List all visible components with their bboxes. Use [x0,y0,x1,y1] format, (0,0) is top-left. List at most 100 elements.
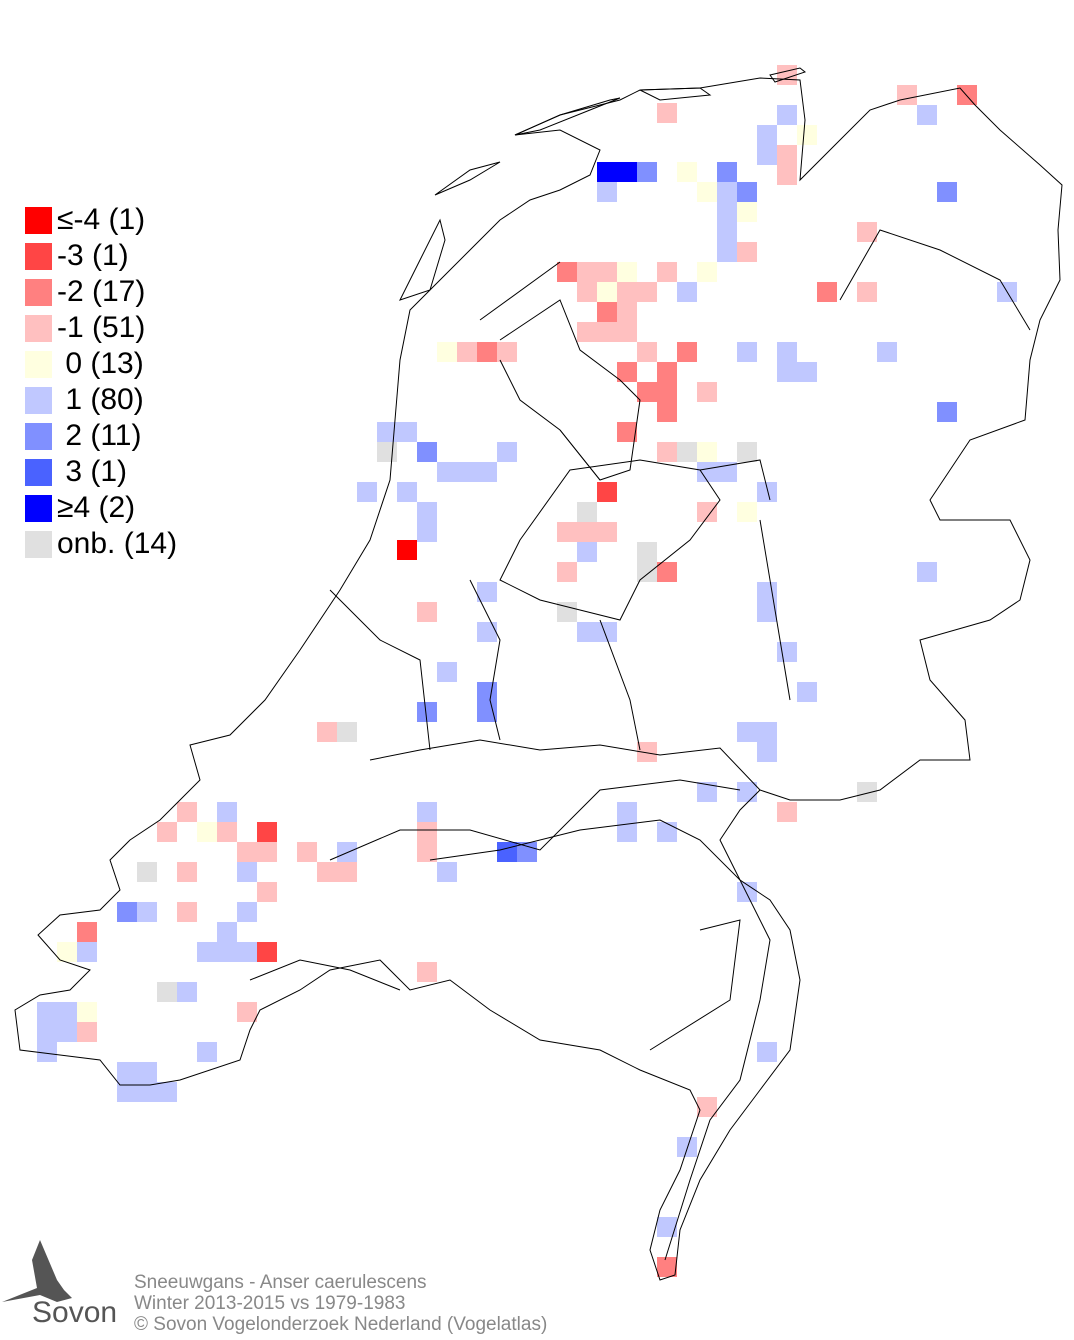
grid-cell [357,482,377,502]
grid-cell [237,862,257,882]
grid-cell [697,1097,717,1117]
grid-cell [437,342,457,362]
grid-cell [717,202,737,222]
grid-cell [257,822,277,842]
grid-cell [777,165,797,185]
river-maas [429,819,771,1261]
grid-cell [797,362,817,382]
grid-cell [177,902,197,922]
grid-cell [657,402,677,422]
grid-cell [617,362,637,382]
legend-label: 2 (11) [57,419,142,452]
grid-cell [817,282,837,302]
species-title: Sneeuwgans - Anser caerulescens [134,1272,427,1293]
grid-cell [37,1022,57,1042]
grid-cell [697,442,717,462]
grid-cell [757,602,777,622]
legend-item: 2 (11) [25,418,177,454]
grid-cell [637,342,657,362]
grid-cell [417,842,437,862]
grid-cell [437,862,457,882]
grid-cell [57,1002,77,1022]
grid-cell [697,262,717,282]
grid-cell [417,442,437,462]
grid-cell [637,162,657,182]
grid-cell [717,162,737,182]
grid-cell [197,822,217,842]
grid-cell [417,702,437,722]
grid-cell [577,322,597,342]
grid-cell [897,85,917,105]
grid-cell [757,742,777,762]
island-terschelling [514,97,621,136]
grid-cell [857,222,877,242]
grid-cell [717,242,737,262]
grid-cell [657,562,677,582]
legend-swatch [25,350,52,378]
grid-cell [937,182,957,202]
grid-cell [217,802,237,822]
grid-cell [397,422,417,442]
island-schiermonnikoog [769,67,807,83]
legend-swatch [25,530,52,558]
grid-cell [77,1022,97,1042]
legend-label: 0 (13) [57,347,144,380]
ijsselmeer-shore [499,299,641,481]
legend-item: -3 (1) [25,238,177,274]
grid-cell [377,422,397,442]
grid-cell [777,145,797,165]
grid-cell [597,262,617,282]
grid-cell [577,262,597,282]
grid-cell [257,942,277,962]
grid-cell [337,862,357,882]
island-ameland [639,87,712,101]
grid-cell [597,162,617,182]
grid-cell [417,822,437,842]
grid-cell [677,282,697,302]
grid-cell [397,540,417,560]
grid-cell [257,882,277,902]
grid-cell [257,842,277,862]
grid-cell [457,342,477,362]
legend-label: -2 (17) [57,275,146,308]
legend-swatch [25,386,52,414]
grid-cell [657,382,677,402]
grid-cell [857,282,877,302]
grid-cell [577,282,597,302]
grid-cell [177,982,197,1002]
grid-cell [317,722,337,742]
grid-cell [677,1137,697,1157]
legend-swatch [25,422,52,450]
grid-cell [657,1217,677,1237]
grid-cell [697,502,717,522]
legend-label: ≥4 (2) [57,491,136,524]
grid-cell [297,842,317,862]
afsluitdijk [479,261,561,321]
legend-swatch [25,458,52,486]
logo-text: Sovon [32,1296,118,1329]
period-text: Winter 2013-2015 vs 1979-1983 [134,1293,406,1314]
grid-cell [137,902,157,922]
grid-cell [717,182,737,202]
grid-cell [657,362,677,382]
grid-cell [917,562,937,582]
grid-cell [417,602,437,622]
grid-cell [177,862,197,882]
grid-cell [477,702,497,722]
legend-label: -1 (51) [57,311,146,344]
legend: ≤-4 (1) -3 (1) -2 (17) -1 (51) 0 (13) 1 (80… [25,202,177,562]
grid-cell [737,182,757,202]
grid-cell [597,622,617,642]
legend-label: ≤-4 (1) [57,203,146,236]
grid-cell [477,622,497,642]
legend-swatch [25,278,52,306]
grid-cell [737,722,757,742]
grid-cell [657,262,677,282]
grid-cell [477,582,497,602]
grid-cell [617,302,637,322]
grid-cell [757,125,777,145]
grid-cell [597,302,617,322]
grid-cell [797,682,817,702]
grid-cell [197,942,217,962]
grid-cell [217,922,237,942]
